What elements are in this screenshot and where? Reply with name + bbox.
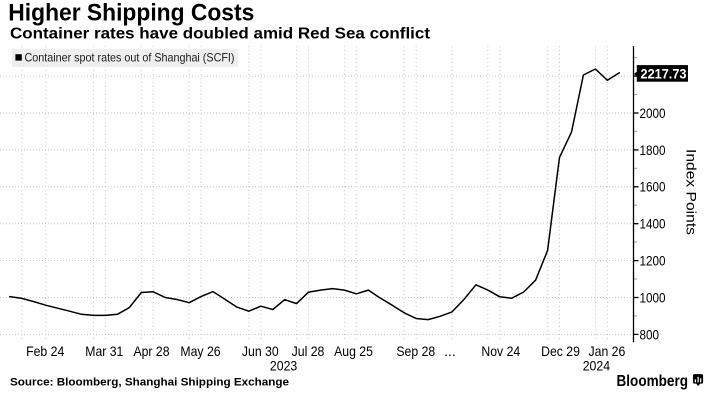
svg-text:...: ... bbox=[444, 343, 456, 359]
svg-text:May 26: May 26 bbox=[180, 343, 220, 359]
svg-text:Higher Shipping Costs: Higher Shipping Costs bbox=[8, 0, 254, 27]
svg-text:1200: 1200 bbox=[640, 253, 666, 269]
svg-text:Container rates have doubled a: Container rates have doubled amid Red Se… bbox=[10, 26, 430, 43]
svg-text:2024: 2024 bbox=[583, 357, 611, 373]
svg-text:2217.73: 2217.73 bbox=[641, 66, 687, 81]
svg-text:1400: 1400 bbox=[640, 216, 666, 232]
svg-text:Aug 25: Aug 25 bbox=[334, 343, 373, 359]
svg-text:Source: Bloomberg, Shanghai Sh: Source: Bloomberg, Shanghai Shipping Exc… bbox=[10, 377, 289, 389]
svg-text:Nov 24: Nov 24 bbox=[481, 343, 520, 359]
svg-text:Apr 28: Apr 28 bbox=[133, 343, 169, 359]
svg-text:Sep 28: Sep 28 bbox=[396, 343, 435, 359]
svg-text:800: 800 bbox=[640, 326, 660, 342]
svg-text:Jun 30: Jun 30 bbox=[242, 343, 279, 359]
svg-text:1800: 1800 bbox=[640, 142, 666, 158]
svg-text:Jul 28: Jul 28 bbox=[292, 343, 325, 359]
svg-text:2023: 2023 bbox=[270, 357, 298, 373]
svg-text:Container spot rates out of Sh: Container spot rates out of Shanghai (SC… bbox=[25, 50, 235, 64]
svg-text:1600: 1600 bbox=[640, 179, 666, 195]
svg-text:Jan 26: Jan 26 bbox=[589, 343, 626, 359]
svg-text:Feb 24: Feb 24 bbox=[26, 343, 64, 359]
svg-text:Mar 31: Mar 31 bbox=[85, 343, 123, 359]
svg-text:Bloomberg: Bloomberg bbox=[617, 373, 689, 390]
svg-text:2000: 2000 bbox=[640, 105, 666, 121]
svg-text:Index Points: Index Points bbox=[684, 149, 700, 235]
svg-text:Dec 29: Dec 29 bbox=[541, 343, 580, 359]
svg-text:1000: 1000 bbox=[640, 289, 666, 305]
